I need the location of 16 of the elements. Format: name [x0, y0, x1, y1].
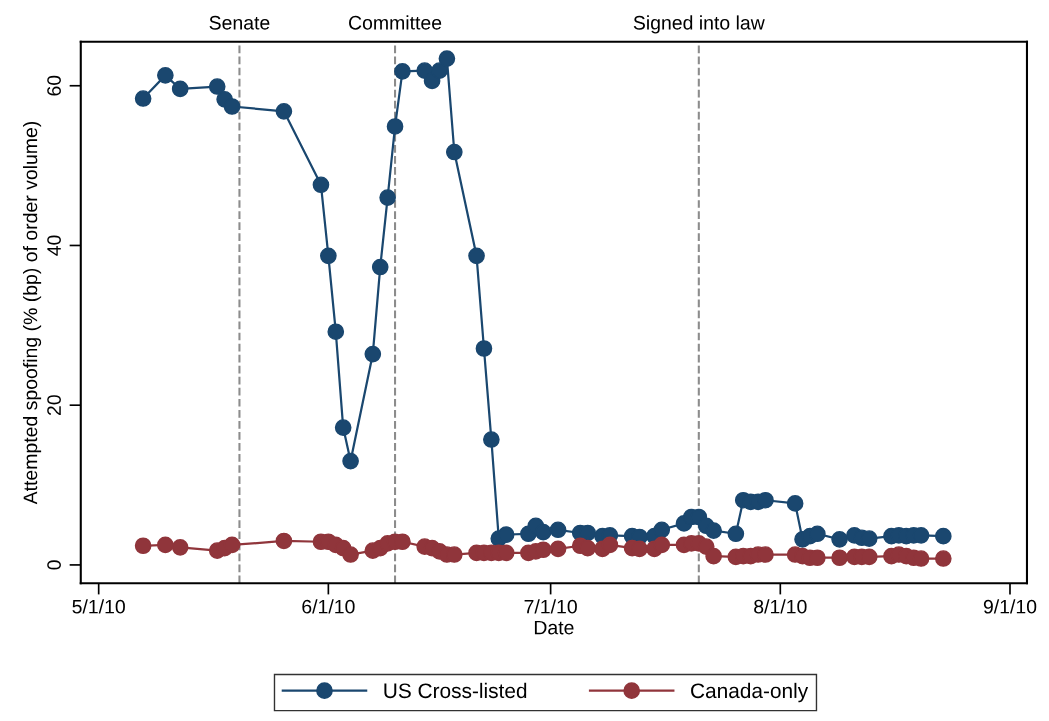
- y-axis-title: Attempted spoofing (% (bp) of order volume): [22, 121, 42, 505]
- x-tick-label: 6/1/10: [302, 599, 355, 614]
- x-tick-label: 9/1/10: [983, 599, 1037, 614]
- x-axis-title: Date: [534, 620, 574, 635]
- x-tick-label: 8/1/10: [754, 599, 807, 614]
- y-tick-label: 60: [47, 75, 61, 96]
- ref-line-label: Senate: [209, 15, 270, 30]
- legend-label: Canada-only: [691, 682, 809, 703]
- y-tick-label: 40: [47, 235, 61, 256]
- x-tick-label: 5/1/10: [72, 599, 125, 614]
- y-tick-label: 20: [47, 395, 61, 416]
- ref-line-label: Signed into law: [633, 15, 765, 34]
- y-tick-label: 0: [47, 560, 61, 570]
- legend-label: US Cross-listed: [384, 682, 527, 699]
- x-tick-label: 7/1/10: [524, 599, 577, 614]
- ref-line-label: Committee: [349, 15, 442, 30]
